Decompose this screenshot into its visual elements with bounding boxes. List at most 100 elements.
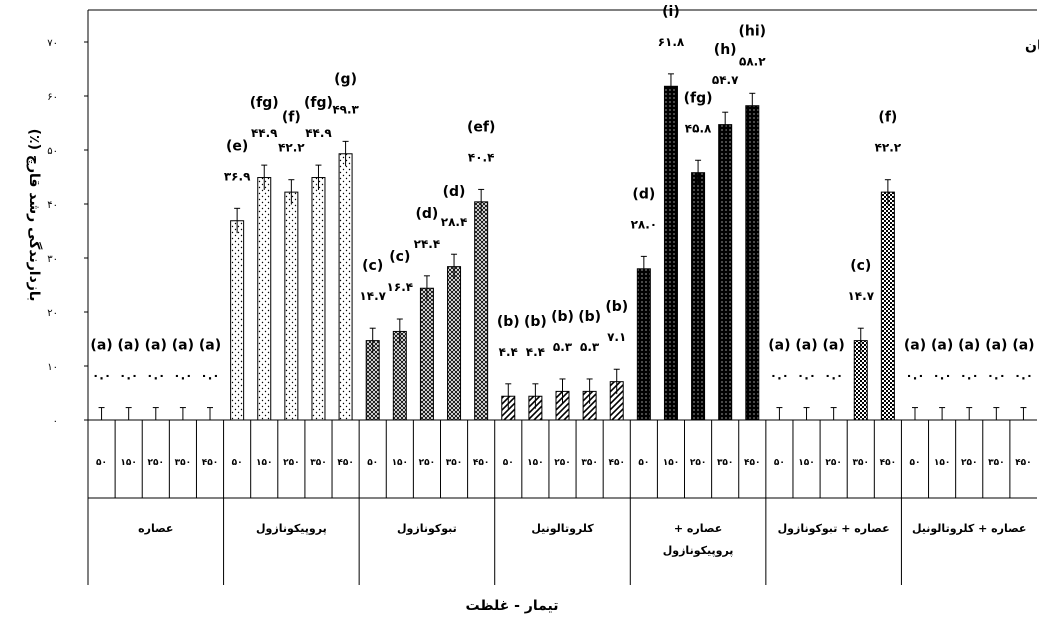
chart-title: قارچ رنگین کمان [1025, 37, 1039, 54]
y-axis-title: بازدارندگی رشد قارچ (٪) [26, 129, 43, 302]
data-label: ۰.۰ [905, 369, 924, 383]
significance-letter: (a) [985, 338, 1007, 354]
concentration-label: ۳۵۰ [717, 458, 733, 468]
significance-letter: (b) [524, 314, 547, 330]
bar [880, 191, 895, 421]
significance-letter: (hi) [739, 23, 767, 39]
significance-letter: (a) [118, 338, 140, 354]
treatment-label: عصاره + کلروتالونیل [912, 522, 1026, 535]
treatment-label: عصاره + تبوکونازول [778, 522, 890, 535]
treatment-label: پروپیکونازول [663, 544, 734, 557]
significance-letter: (a) [823, 338, 845, 354]
treatment-label: عصاره [138, 522, 173, 535]
concentration-label: ۵۰ [503, 458, 514, 468]
bar [257, 177, 272, 421]
significance-letter: (a) [1012, 338, 1034, 354]
data-label: ۱۶.۴ [387, 280, 414, 294]
concentration-label: ۳۵۰ [988, 458, 1004, 468]
y-tick-label: ۲۰ [47, 308, 58, 319]
bar [447, 266, 462, 421]
data-label: ۴.۴ [526, 345, 545, 359]
treatment-label: پروپیکونازول [256, 522, 327, 535]
concentration-label: ۳۵۰ [310, 458, 326, 468]
data-label: ۳۶.۹ [224, 169, 251, 183]
concentration-label: ۴۵۰ [608, 458, 624, 468]
concentration-label: ۵۰ [367, 458, 378, 468]
significance-letter: (f) [282, 110, 301, 126]
data-label: ۴۵.۸ [685, 121, 712, 135]
significance-letter: (a) [145, 338, 167, 354]
y-tick-label: ۷۰ [47, 38, 58, 49]
bar [691, 172, 706, 421]
y-tick-label: ۵۰ [47, 146, 58, 157]
concentration-label: ۱۵۰ [527, 458, 543, 468]
data-label: ۰.۰ [1014, 369, 1033, 383]
bar [745, 105, 760, 421]
significance-letter: (a) [768, 338, 790, 354]
data-label: ۵.۳ [553, 340, 573, 354]
data-label: ۵۸.۲ [739, 54, 766, 68]
concentration-label: ۲۵۰ [283, 458, 299, 468]
bar [392, 330, 407, 421]
concentration-label: ۳۵۰ [175, 458, 191, 468]
significance-letter: (c) [850, 258, 871, 274]
significance-letter: (d) [632, 186, 655, 202]
concentration-label: ۱۵۰ [934, 458, 950, 468]
concentration-label: ۴۵۰ [473, 458, 489, 468]
significance-letter: (a) [931, 338, 953, 354]
concentration-label: ۴۵۰ [880, 458, 896, 468]
significance-letter: (ef) [467, 119, 495, 135]
significance-letter: (a) [795, 338, 817, 354]
significance-letter: (b) [497, 314, 520, 330]
group-dividers [223, 420, 902, 585]
concentration-label: ۵۰ [638, 458, 649, 468]
concentration-label: ۴۵۰ [337, 458, 353, 468]
bar [718, 124, 733, 421]
data-label: ۵.۳ [580, 340, 600, 354]
data-label: ۲۸.۴ [441, 215, 468, 229]
concentration-label: ۲۵۰ [690, 458, 706, 468]
bar [284, 191, 299, 421]
y-tick-label: ۶۰ [47, 92, 58, 103]
bar [338, 153, 353, 421]
concentration-label: ۵۰ [909, 458, 920, 468]
significance-letter: (e) [226, 138, 248, 154]
x-axis-labels: ۵۰ ۱۵۰ ۲۵۰ ۳۵۰ ۴۵۰ عصاره ۵۰ ۱۵۰ ۲۵۰ ۳۵۰ ۴۵۰ پروپیکو… [96, 420, 1032, 557]
data-label: ۴۰.۴ [468, 150, 495, 164]
significance-letter: (fg) [304, 95, 333, 111]
bar [663, 85, 678, 421]
data-label: ۰.۰ [770, 369, 789, 383]
data-label: ۴۴.۹ [305, 126, 332, 140]
data-label: ۰.۰ [119, 369, 138, 383]
bar [419, 287, 434, 421]
significance-letter: (b) [578, 309, 601, 325]
y-axis-ticks: ۰ ۱۰ ۲۰ ۳۰ ۴۰ ۵۰ ۶۰ ۷۰ [47, 38, 88, 427]
y-tick-label: ۰ [53, 416, 58, 427]
concentration-label: ۵۰ [774, 458, 785, 468]
concentration-label: ۵۰ [232, 458, 243, 468]
concentration-label: ۱۵۰ [120, 458, 136, 468]
significance-letter: (a) [172, 338, 194, 354]
significance-letter: (g) [334, 71, 357, 87]
bar [311, 177, 326, 421]
concentration-label: ۴۵۰ [202, 458, 218, 468]
data-label: ۴۹.۳ [332, 102, 359, 116]
data-label: ۶۱.۸ [658, 35, 685, 49]
significance-letter: (c) [389, 249, 410, 265]
y-tick-label: ۳۰ [47, 254, 58, 265]
significance-letter: (d) [416, 206, 439, 222]
significance-letter: (d) [443, 184, 466, 200]
concentration-label: ۱۵۰ [798, 458, 814, 468]
data-label: ۴.۴ [499, 345, 518, 359]
concentration-label: ۲۵۰ [961, 458, 977, 468]
treatment-label: کلروتالونیل [531, 522, 594, 535]
data-label: ۴۲.۲ [278, 141, 305, 155]
data-label: ۰.۰ [92, 369, 111, 383]
y-tick-label: ۱۰ [47, 362, 58, 373]
concentration-label: ۲۵۰ [825, 458, 841, 468]
data-label: ۰.۰ [824, 369, 843, 383]
significance-letter: (fg) [684, 90, 713, 106]
concentration-label: ۱۵۰ [256, 458, 272, 468]
data-label: ۴۲.۲ [875, 141, 902, 155]
